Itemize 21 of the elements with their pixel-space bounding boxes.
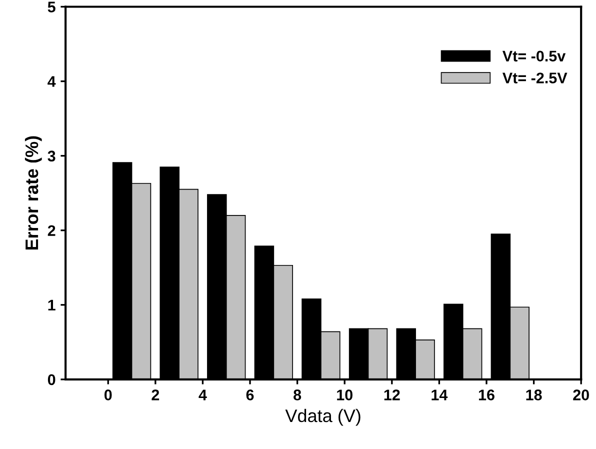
x-tick-label: 8 bbox=[294, 390, 302, 400]
x-tick-label: 0 bbox=[104, 390, 112, 400]
y-tick-label: 2 bbox=[48, 225, 56, 236]
x-tick-label: 10 bbox=[337, 390, 352, 400]
x-tick-label: 2 bbox=[152, 390, 160, 400]
x-tick-label: 14 bbox=[432, 390, 448, 400]
y-tick-label: 1 bbox=[48, 300, 56, 310]
x-tick-label: 20 bbox=[573, 390, 589, 400]
x-tick-label: 12 bbox=[384, 390, 400, 400]
legend-label: Vt= -0.5v bbox=[502, 50, 566, 62]
y-tick-label: 3 bbox=[48, 150, 56, 162]
x-tick-label: 4 bbox=[198, 390, 207, 400]
y-axis-title: Error rate (%) bbox=[24, 136, 42, 250]
y-tick-label: 4 bbox=[48, 76, 56, 87]
x-tick-label: 18 bbox=[526, 390, 542, 400]
legend-label: Vt= -2.5V bbox=[502, 72, 568, 84]
x-tick-label: 6 bbox=[246, 390, 254, 400]
y-tick-label: 0 bbox=[48, 374, 56, 386]
x-axis-title: Vdata (V) bbox=[285, 408, 360, 426]
y-tick-label: 5 bbox=[48, 2, 56, 12]
x-tick-label: 16 bbox=[478, 390, 494, 400]
